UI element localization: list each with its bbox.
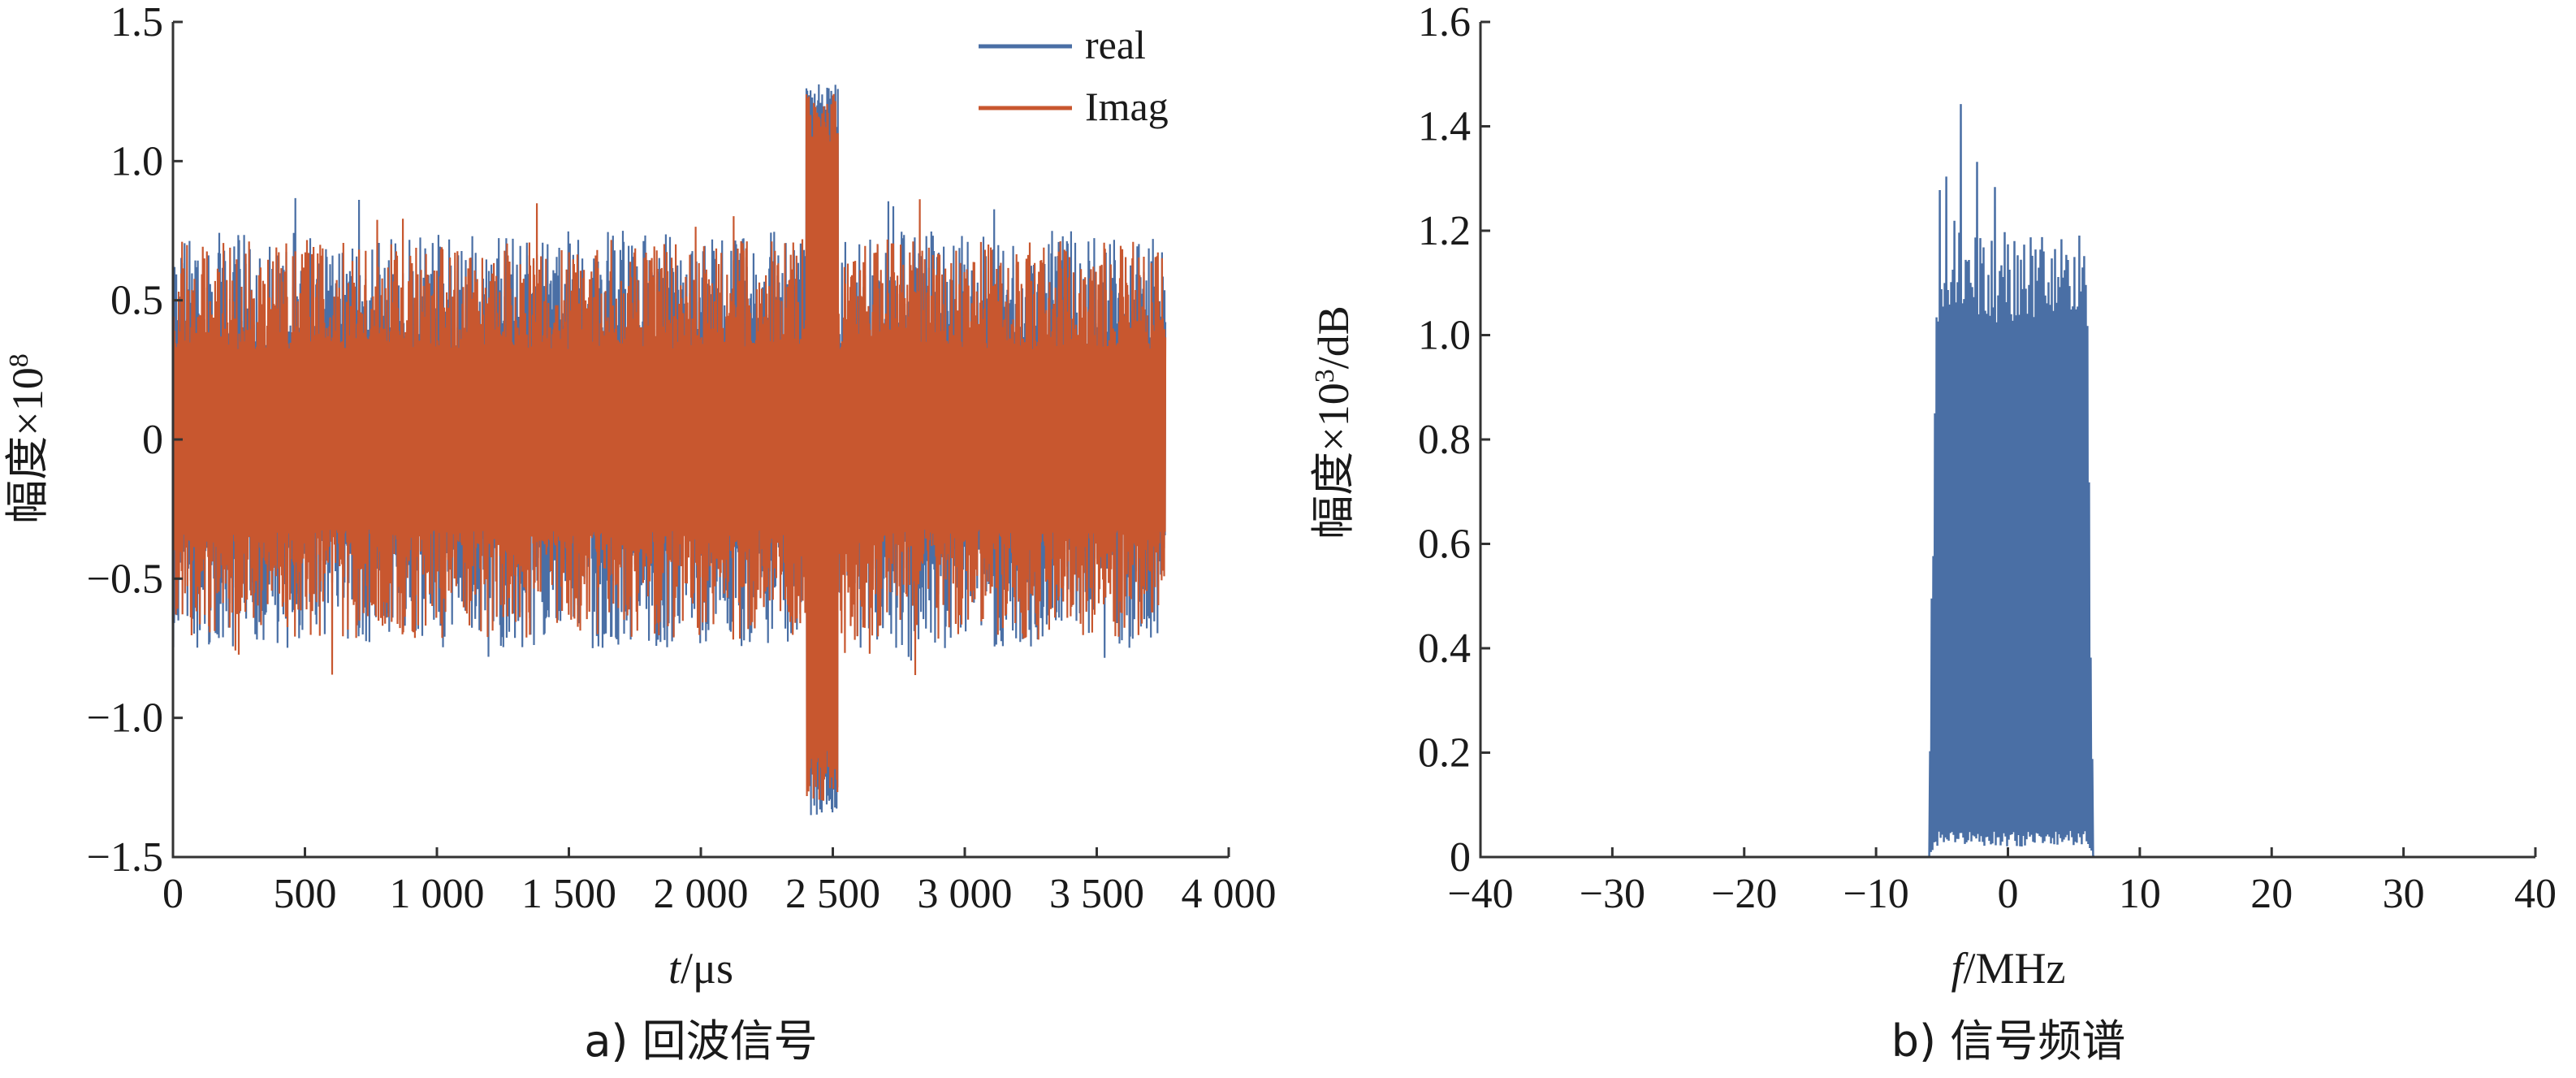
panel-b-ticks: −40 −30 −20 −10 0 10 20 30 40 0 0.2 0.4 0.6 0.8 1.0 1.2… <box>1418 0 2557 917</box>
panel-a-ticks: 0 500 1 000 1 500 2 000 2 500 3 000 3 500 4 000 −… <box>87 0 1277 917</box>
x-tick-label: 500 <box>274 871 337 917</box>
x-tick-label: 40 <box>2514 871 2557 917</box>
y-tick-label: 1.6 <box>1418 0 1471 45</box>
panel-b-x-axis-label: f/MHz <box>1951 944 2066 993</box>
panel-a-echo-signal: 0 500 1 000 1 500 2 000 2 500 3 000 3 500 4 000 −… <box>3 0 1277 1067</box>
panel-a-y-axis-label: 幅度×108 <box>3 353 52 523</box>
panel-b-plot-area <box>1480 104 2535 859</box>
y-tick-label: 1.2 <box>1418 208 1471 254</box>
x-tick-label: 2 500 <box>785 871 880 917</box>
x-tick-label: 3 500 <box>1049 871 1144 917</box>
x-tick-label: 1 000 <box>390 871 485 917</box>
panel-a-legend: real Imag <box>979 22 1169 129</box>
y-tick-label: 1.0 <box>110 138 163 184</box>
panel-a-x-axis-label: t/μs <box>668 944 733 993</box>
x-tick-label: 20 <box>2250 871 2293 917</box>
panel-b-caption: b) 信号频谱 <box>1891 1015 2126 1067</box>
x-tick-label: −40 <box>1447 871 1513 917</box>
x-tick-label: −30 <box>1580 871 1645 917</box>
y-tick-label: 0.6 <box>1418 522 1471 568</box>
x-tick-label: 30 <box>2383 871 2425 917</box>
y-tick-label: 1.0 <box>1418 313 1471 359</box>
legend-real-label: real <box>1085 22 1146 67</box>
y-tick-label: −1.0 <box>87 695 163 742</box>
x-tick-label: −20 <box>1711 871 1777 917</box>
spectrum-line <box>1480 104 2535 859</box>
panel-a-caption: a) 回波信号 <box>584 1015 817 1067</box>
x-tick-label: 1 500 <box>521 871 616 917</box>
series-imag-line <box>171 93 1167 801</box>
y-tick-label: 1.4 <box>1418 104 1471 150</box>
x-tick-label: 0 <box>1998 871 2019 917</box>
y-tick-label: −1.5 <box>87 834 163 881</box>
x-tick-label: 2 000 <box>654 871 749 917</box>
panel-a-plot-area <box>171 84 1167 816</box>
y-tick-label: 0.5 <box>110 278 163 324</box>
x-tick-label: −10 <box>1843 871 1908 917</box>
y-tick-label: −0.5 <box>87 556 163 602</box>
y-tick-label: 0 <box>1450 834 1471 881</box>
panel-b-signal-spectrum: −40 −30 −20 −10 0 10 20 30 40 0 0.2 0.4 0.6 0.8 1.0 1.2… <box>1309 0 2557 1067</box>
x-tick-label: 0 <box>162 871 184 917</box>
x-tick-label: 10 <box>2119 871 2161 917</box>
y-tick-label: 0.8 <box>1418 417 1471 463</box>
y-tick-label: 0.2 <box>1418 730 1471 777</box>
x-tick-label: 4 000 <box>1182 871 1277 917</box>
x-tick-label: 3 000 <box>918 871 1013 917</box>
legend-imag-label: Imag <box>1085 84 1169 129</box>
panel-b-y-axis-label: 幅度×103/dB <box>1309 305 1358 539</box>
y-tick-label: 0.4 <box>1418 626 1471 672</box>
y-tick-label: 0 <box>142 417 163 463</box>
y-tick-label: 1.5 <box>110 0 163 45</box>
